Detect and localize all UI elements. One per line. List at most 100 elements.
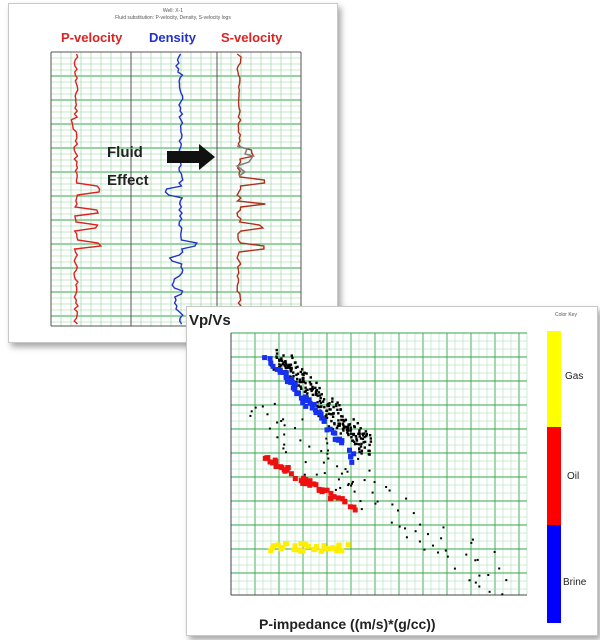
crossplot-point-black — [304, 386, 307, 389]
crossplot-point-black — [314, 391, 318, 394]
crossplot-point-yellow — [298, 541, 304, 547]
crossplot-point-black — [292, 374, 295, 378]
crossplot-point-black — [297, 384, 300, 387]
crossplot-point-black — [405, 497, 408, 500]
crossplot-point-blue — [267, 356, 273, 362]
crossplot-point-black — [468, 579, 471, 582]
crossplot-point-black — [318, 394, 322, 397]
crossplot-point-blue — [349, 459, 355, 465]
crossplot-point-black — [388, 489, 391, 492]
crossplot-point-blue — [298, 395, 304, 401]
crossplot-point-black — [332, 405, 335, 409]
crossplot-point-black — [385, 486, 388, 488]
crossplot-point-black — [327, 412, 331, 415]
crossplot-point-black — [325, 409, 328, 412]
crossplot-point-yellow — [321, 543, 327, 548]
colorbar-gas-label: Gas — [565, 371, 583, 382]
crossplot-point-black — [365, 433, 368, 436]
s-velocity-title: S-velocity — [221, 30, 283, 45]
crossplot-point-black — [501, 593, 504, 596]
crossplot-point-black — [327, 449, 329, 452]
crossplot-point-black — [365, 434, 368, 438]
crossplot-point-black — [334, 488, 337, 491]
crossplot-point-black — [328, 402, 331, 405]
crossplot-point-black — [414, 530, 417, 533]
crossplot-point-black — [498, 567, 501, 570]
crossplot-y-label: Vp/Vs — [189, 312, 231, 329]
crossplot-point-black — [294, 366, 298, 369]
crossplot-point-blue — [283, 375, 289, 381]
crossplot-point-black — [299, 439, 302, 442]
crossplot-point-black — [346, 425, 349, 428]
crossplot-point-black — [287, 363, 290, 367]
crossplot-point-black — [358, 447, 361, 450]
crossplot-point-blue — [289, 376, 295, 382]
crossplot-point-black — [353, 490, 356, 493]
crossplot-point-black — [369, 440, 373, 443]
log-grid — [50, 51, 302, 327]
colorbar-oil-segment — [547, 427, 561, 525]
crossplot-point-black — [285, 451, 287, 454]
crossplot-point-black — [308, 381, 312, 384]
crossplot-point-black — [329, 413, 332, 416]
crossplot-point-blue — [283, 370, 289, 376]
crossplot-point-black — [282, 362, 285, 366]
crossplot-point-yellow — [336, 542, 342, 548]
crossplot-point-black — [350, 432, 353, 435]
crossplot-point-black — [282, 418, 285, 421]
crossplot-point-black — [300, 387, 303, 390]
crossplot-point-blue — [324, 427, 330, 433]
crossplot-point-red — [335, 495, 341, 501]
crossplot-point-yellow — [345, 542, 351, 548]
crossplot-point-blue — [284, 379, 290, 385]
crossplot-point-blue — [290, 385, 296, 391]
crossplot-point-black — [326, 402, 329, 406]
crossplot-point-black — [368, 443, 371, 447]
crossplot-point-black — [338, 424, 341, 427]
crossplot-point-yellow — [292, 543, 298, 549]
crossplot-point-yellow — [283, 541, 289, 547]
crossplot-point-black — [292, 371, 295, 374]
crossplot-point-black — [353, 442, 357, 446]
crossplot-point-black — [339, 486, 342, 489]
crossplot-point-black — [330, 419, 333, 423]
crossplot-point-yellow — [300, 548, 306, 554]
crossplot-point-black — [275, 355, 278, 358]
crossplot-point-black — [351, 480, 354, 483]
crossplot-point-black — [474, 559, 477, 562]
crossplot-point-black — [423, 548, 426, 551]
crossplot-point-black — [476, 558, 479, 561]
crossplot-point-black — [359, 437, 363, 440]
crossplot-point-black — [347, 482, 350, 485]
crossplot-point-black — [272, 368, 275, 371]
crossplot-point-black — [369, 437, 372, 440]
log-header-line-1: Well: X-1 — [163, 8, 183, 14]
crossplot-point-blue — [307, 400, 313, 406]
crossplot-point-red — [292, 476, 298, 481]
crossplot-point-red — [304, 479, 310, 485]
crossplot-point-black — [338, 422, 342, 425]
crossplot-point-black — [278, 359, 281, 362]
crossplot-point-black — [352, 440, 356, 443]
crossplot-point-red — [339, 496, 345, 502]
crossplot-point-black — [335, 426, 339, 430]
crossplot-point-red — [311, 481, 317, 487]
crossplot-point-black — [284, 363, 288, 366]
crossplot-point-black — [331, 427, 334, 431]
crossplot-point-blue — [309, 405, 315, 411]
crossplot-point-black — [338, 404, 341, 407]
crossplot-point-black — [305, 372, 308, 375]
crossplot-point-black — [283, 433, 286, 436]
crossplot-point-red — [319, 487, 325, 493]
crossplot-point-black — [273, 402, 276, 405]
crossplot-point-red — [267, 459, 273, 465]
crossplot-point-black — [453, 567, 456, 570]
crossplot-point-black — [314, 386, 317, 389]
crossplot-point-black — [316, 394, 319, 397]
crossplot-point-black — [276, 421, 279, 424]
crossplot-point-black — [336, 424, 340, 428]
crossplot-point-black — [319, 396, 322, 400]
crossplot-point-yellow — [313, 543, 319, 549]
crossplot-point-black — [322, 461, 325, 464]
crossplot-point-black — [437, 551, 439, 554]
